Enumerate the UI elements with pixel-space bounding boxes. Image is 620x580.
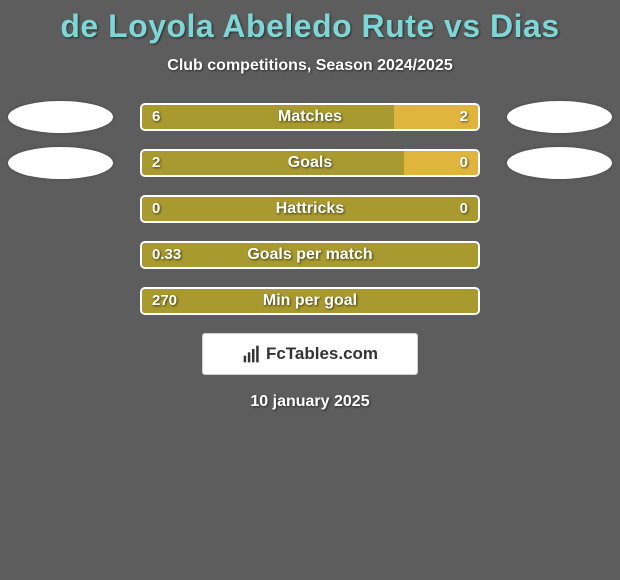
stat-bar: Goals20 — [140, 149, 480, 177]
stat-bar: Matches62 — [140, 103, 480, 131]
stat-bar: Hattricks00 — [140, 195, 480, 223]
stat-bar: Min per goal270 — [140, 287, 480, 315]
bar-segment-left — [142, 197, 478, 221]
stat-row: Goals20 — [0, 149, 620, 177]
player-avatar-right — [507, 101, 612, 133]
date-text: 10 january 2025 — [0, 393, 620, 411]
page-title: de Loyola Abeledo Rute vs Dias — [0, 0, 620, 45]
bar-chart-icon — [242, 344, 262, 364]
logo-text: FcTables.com — [266, 344, 378, 364]
player-avatar-left — [8, 101, 113, 133]
comparison-bars: Matches62 Goals20 Hattricks00 Goals per mat… — [0, 103, 620, 315]
bar-segment-left — [142, 105, 394, 129]
player-avatar-left — [8, 147, 113, 179]
bar-segment-left — [142, 243, 478, 267]
bar-segment-right — [404, 151, 478, 175]
player-avatar-right — [507, 147, 612, 179]
source-logo: FcTables.com — [202, 333, 418, 375]
bar-segment-right — [394, 105, 478, 129]
stat-bar: Goals per match0.33 — [140, 241, 480, 269]
stat-row: Hattricks00 — [0, 195, 620, 223]
stat-row: Matches62 — [0, 103, 620, 131]
bar-segment-left — [142, 151, 404, 175]
stat-row: Goals per match0.33 — [0, 241, 620, 269]
stat-row: Min per goal270 — [0, 287, 620, 315]
subtitle: Club competitions, Season 2024/2025 — [0, 57, 620, 75]
comparison-infographic: de Loyola Abeledo Rute vs Dias Club comp… — [0, 0, 620, 580]
bar-segment-left — [142, 289, 478, 313]
